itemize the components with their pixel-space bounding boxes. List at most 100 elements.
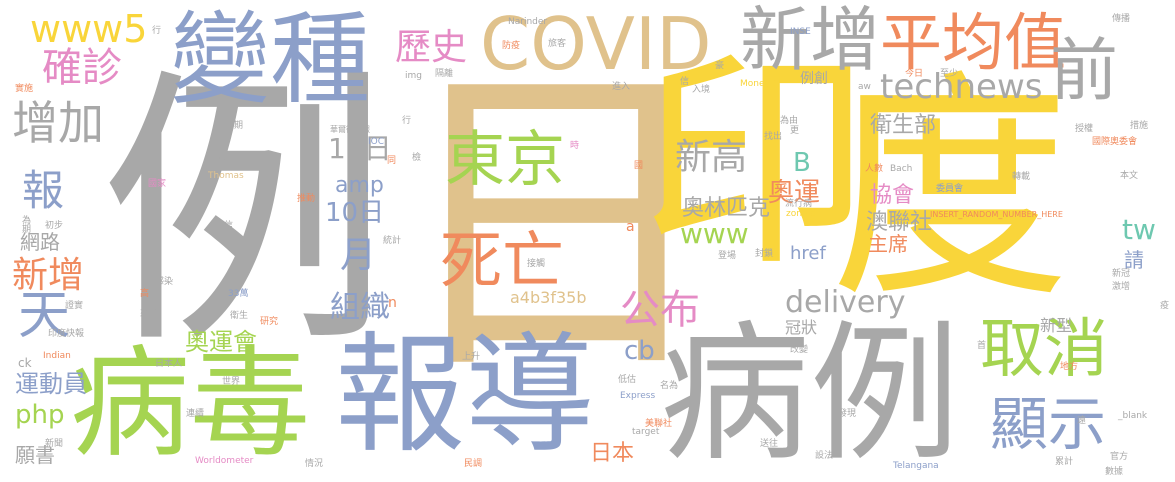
word-xingao: 新高 [675, 137, 748, 178]
word-qing: 請 [1124, 248, 1144, 272]
word-baodao: 報導 [335, 319, 596, 471]
word-33: 33萬 [228, 289, 249, 299]
word-jisheng: 激增 [1112, 282, 1131, 292]
word-yanjiu: 研究 [260, 317, 279, 327]
word-xinxing: 新型 [1040, 316, 1073, 335]
word-img: img [405, 71, 422, 81]
word-shou-vertical: 首 [975, 340, 985, 349]
word-xiehui: 協會 [870, 183, 915, 208]
word-gaibian: 改變 [790, 345, 809, 355]
word-gaodu-vertical: 為期 [20, 215, 30, 233]
word-ck: ck [18, 356, 32, 370]
word-b: B [793, 148, 811, 178]
word-ribenren: 日本人 [155, 359, 183, 369]
word-xinguan: 新冠 [1112, 269, 1131, 279]
word-zengjia: 增加 [12, 96, 104, 150]
word-renshu: 人數 [865, 164, 884, 174]
word-geng: 更 [790, 126, 800, 136]
word-tong-vertical: 同 [385, 155, 395, 164]
word-thomas: Thomas [208, 171, 244, 181]
word-yindukuaibao: 印度快報 [48, 329, 85, 339]
word-day10: 10日 [325, 198, 385, 228]
word-xing: 行 [152, 26, 162, 36]
word-worldometer: Worldometer [195, 456, 254, 466]
word-jiechu: 接觸 [527, 259, 546, 269]
word-jian-vertical: 檢 [410, 152, 420, 161]
word-minzhong: 民調 [464, 459, 483, 469]
word-aolianshe: 澳聯社 [866, 210, 933, 235]
word-yin: 印 [640, 31, 871, 298]
word-xinwen: 新聞 [45, 439, 64, 449]
word-target: target [632, 427, 660, 437]
word-weishi: 為期 [225, 121, 244, 131]
word-weiyou: 為由 [780, 116, 799, 126]
word-day11: 11日 [328, 132, 392, 165]
word-moneydj: MoneyDJ [740, 79, 780, 89]
word-bengwen: 本文 [1120, 171, 1139, 181]
word-lidong: 例創 [800, 71, 828, 87]
word-songjin: 送往 [760, 439, 779, 449]
word-dongjing: 東京 [445, 125, 565, 195]
word-zhuxi: 主席 [868, 232, 908, 256]
word-bingdu: 病毒 [70, 335, 310, 474]
word-du: 度 [830, 50, 1071, 330]
word-tw: tw [1122, 213, 1156, 246]
word-hash: a4b3f35b [510, 288, 587, 307]
word-ganran: 感染 [155, 277, 174, 287]
word-lianxu: 連續 [186, 409, 205, 419]
word-php: php [15, 400, 65, 430]
word-yuan-vertical: 遠 [1075, 415, 1085, 424]
word-cuoshi: 措施 [1130, 121, 1149, 131]
word-guo-vertical: 國 [632, 160, 642, 169]
word-yi-vertical: 疫 [1158, 300, 1168, 309]
word-riben: 日本 [590, 441, 635, 466]
word-li: 例 [100, 46, 390, 383]
word-aoyunhui: 奧運會 [185, 328, 257, 356]
word-guoji: 國際奧委會 [1092, 137, 1138, 147]
word-bach: Bach [890, 164, 913, 174]
word-meilian: 美聯社 [645, 419, 673, 429]
word-bianzhong: 變種 [170, 1, 370, 118]
word-zhuanzai: 轉載 [1012, 172, 1031, 182]
word-qian: 前 [1050, 32, 1119, 111]
word-yue: 月 [340, 235, 377, 276]
word-siwang: 死亡 [440, 224, 565, 297]
word-ri: 日 [390, 33, 720, 417]
word-xin: 信 [680, 77, 690, 87]
word-leiji: 累計 [1055, 457, 1074, 467]
word-aoyun: 奧運 [768, 178, 821, 208]
word-aolinpike: 奧林匹克 [682, 196, 771, 221]
word-inse: INSE [790, 27, 811, 37]
word-fasong: 發現 [838, 409, 857, 419]
word-weishengbu: 衛生部 [870, 113, 937, 138]
word-href: href [790, 243, 826, 264]
word-difang: 地方 [1060, 362, 1079, 372]
word-narinder: Narinder [508, 17, 548, 27]
word-rujing: 入境 [692, 85, 711, 95]
word-dengchang: 登場 [718, 251, 737, 261]
word-cb: cb [624, 336, 655, 366]
word-delivery: delivery [785, 285, 906, 320]
word-www: www [680, 217, 749, 250]
word-yuanshu: 願書 [15, 443, 55, 467]
word-covid: COVID [480, 2, 712, 86]
word-huayi: 華爾街日報 [330, 125, 370, 134]
word-zhaochu: 找出 [764, 132, 783, 142]
word-shishi: 實施 [15, 84, 34, 94]
word-zuoxie-vertical: 遭遇 [300, 240, 310, 258]
word-chuanbo: 傳播 [1112, 14, 1131, 24]
word-guanzhuang: 冠狀 [785, 318, 818, 337]
word-guanfang: 官方 [1110, 452, 1129, 462]
word-guanzhu: 關注 [215, 157, 234, 167]
word-xing-vertical: 行 [400, 115, 410, 124]
word-telangana: Telangana [893, 461, 939, 471]
word-qingkuang: 情況 [305, 459, 324, 469]
word-zoneid: zoneid [786, 209, 816, 219]
word-gongbu: 公布 [620, 287, 700, 333]
word-shouquan: 授權 [1075, 124, 1094, 134]
word-xiangxin: 相信 [215, 221, 234, 231]
word-quezhen: 確診 [42, 45, 122, 91]
word-mingwei: 名為 [660, 381, 679, 391]
word-zhishao: 至少 [940, 69, 959, 79]
